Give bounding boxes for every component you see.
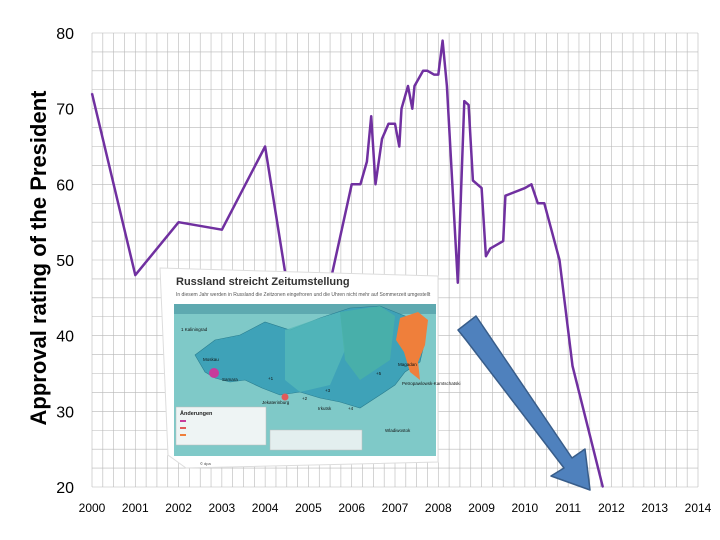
map-timezone-header <box>174 304 436 314</box>
map-label-kaliningrad: 1 Kaliningrad <box>181 327 208 332</box>
map-label-samara: Samara <box>222 377 238 382</box>
series-point <box>524 187 526 189</box>
x-tick-label: 2003 <box>209 501 236 515</box>
kamchatka-region <box>396 312 428 380</box>
map-label-yekaterinburg: Jekaterinburg <box>262 400 290 405</box>
series-point <box>463 100 466 102</box>
series-point <box>530 183 533 186</box>
series-point <box>446 85 448 87</box>
series-point <box>407 85 409 87</box>
series-point <box>177 221 180 223</box>
x-tick-label: 2010 <box>512 501 539 515</box>
series-point <box>437 73 440 76</box>
x-tick-label: 2014 <box>685 501 712 515</box>
map-subtitle: In diesem Jahr werden in Russland die Ze… <box>176 292 431 298</box>
series-point <box>426 70 429 72</box>
series-point <box>433 73 435 76</box>
y-tick-label: 50 <box>56 253 74 270</box>
y-tick-labels: 20 30 40 50 60 70 80 <box>56 26 74 497</box>
far-east-region <box>340 306 395 380</box>
x-tick-label: 2005 <box>295 501 322 515</box>
x-tick-label: 2011 <box>555 501 581 515</box>
moscow-marker <box>209 368 219 378</box>
series-point <box>456 281 459 284</box>
series-point <box>558 259 561 261</box>
series-point <box>485 255 487 258</box>
series-point <box>398 145 401 148</box>
series-point <box>422 70 424 72</box>
siberia-region <box>285 312 345 392</box>
y-tick-label: 40 <box>56 329 74 346</box>
series-point <box>91 92 93 95</box>
map-title: Russland streicht Zeitumstellung <box>176 276 350 288</box>
series-point <box>359 183 362 186</box>
series-point <box>400 107 403 110</box>
yekaterinburg-marker <box>281 393 289 401</box>
series-point <box>370 115 372 118</box>
series-point <box>502 240 505 242</box>
series-point <box>537 202 539 205</box>
x-tick-label: 2008 <box>425 501 452 515</box>
russia-timezone-map-inset: Russland streicht Zeitumstellung In dies… <box>159 267 461 469</box>
legend-swatch-orange <box>180 434 186 436</box>
series-point <box>489 247 492 250</box>
x-tick-label: 2004 <box>252 501 279 515</box>
series-point <box>394 123 396 125</box>
series-point <box>350 183 353 186</box>
map-credit: © dpa <box>200 461 212 466</box>
series-point <box>221 228 223 231</box>
map-label-moscow: Moskau <box>203 357 219 362</box>
x-tick-label: 2009 <box>468 501 495 515</box>
map-label-plus3: +3 <box>325 388 331 393</box>
series-point <box>472 179 474 182</box>
map-legend-title: Änderungen <box>180 410 213 417</box>
map-label-plus1: +1 <box>268 376 274 381</box>
x-tick-label: 2013 <box>641 501 668 515</box>
map-legend-box <box>175 406 267 446</box>
series-point <box>366 160 368 163</box>
series-point <box>411 107 414 110</box>
legend-swatch-purple <box>180 420 186 422</box>
series-point <box>374 183 377 186</box>
series-point <box>601 486 604 488</box>
y-tick-label: 20 <box>56 480 74 497</box>
x-tick-label: 2002 <box>165 501 192 515</box>
series-point <box>264 145 266 148</box>
y-tick-label: 80 <box>56 26 74 43</box>
map-label-irkutsk: Irkutsk <box>318 406 332 411</box>
y-tick-label: 70 <box>56 102 74 119</box>
map-label-plus2: +2 <box>302 396 308 401</box>
blue-down-arrow <box>457 315 591 491</box>
x-tick-label: 2000 <box>79 501 106 515</box>
map-label-kamchatka: Petropawlowsk-Kamtschatski <box>402 381 461 386</box>
y-tick-label: 30 <box>56 404 74 421</box>
series-point <box>543 202 546 205</box>
x-tick-label: 2006 <box>338 501 365 515</box>
series-point <box>134 274 137 276</box>
x-tick-label: 2007 <box>382 501 409 515</box>
map-label-plus5: +5 <box>376 371 382 376</box>
series-points <box>91 39 604 488</box>
x-tick-label: 2012 <box>598 501 625 515</box>
map-note-box <box>269 429 363 451</box>
x-tick-labels: 2000 2001 2002 2003 2004 2005 2006 2007 2008 2009… <box>79 501 712 515</box>
series-point <box>387 123 390 125</box>
series-point <box>381 138 383 140</box>
y-tick-label: 60 <box>56 177 74 194</box>
series-point <box>571 365 574 367</box>
series-point <box>441 39 444 42</box>
map-label-plus4: +4 <box>348 406 354 411</box>
series-point <box>467 104 470 106</box>
x-tick-label: 2001 <box>122 501 149 515</box>
series-point <box>418 77 420 80</box>
series-point <box>480 187 483 189</box>
map-label-magadan: Magadan <box>398 362 417 367</box>
map-label-vladivostok: Wladiwostok <box>385 428 411 433</box>
legend-swatch-red <box>180 427 186 429</box>
series-point <box>504 194 507 197</box>
series-point <box>413 85 416 87</box>
y-axis-label: Approval rating of the President <box>26 90 51 426</box>
